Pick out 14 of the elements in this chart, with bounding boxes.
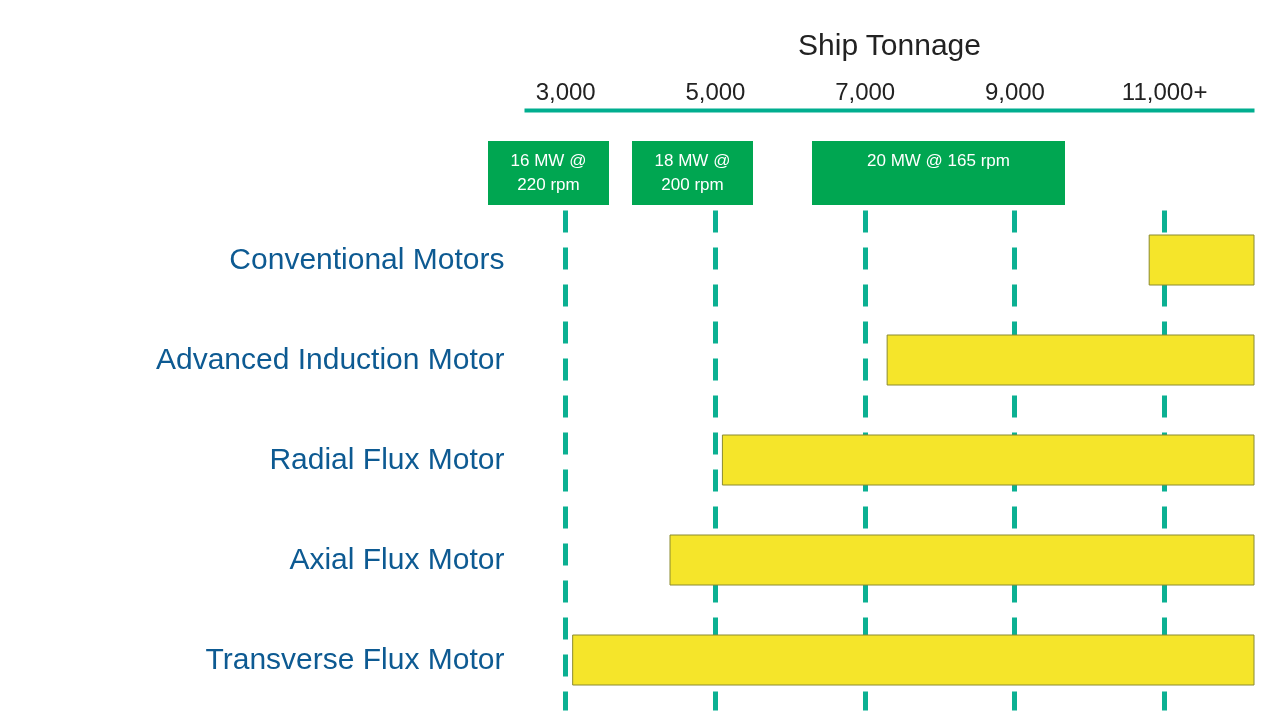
y-tick-label: Transverse Flux Motor xyxy=(205,642,505,675)
x-tick-label: 5,000 xyxy=(685,77,746,105)
y-tick-label: Radial Flux Motor xyxy=(269,442,505,475)
text: 16 MW @ 220 rpm xyxy=(488,141,609,205)
x-tick-label: 9,000 xyxy=(984,77,1045,105)
x-tick-label: 7,000 xyxy=(835,77,896,105)
y-tick-label: Axial Flux Motor xyxy=(289,542,505,575)
x-tick-label: 3,000 xyxy=(535,77,596,105)
text: 20 MW @ 165 rpm xyxy=(812,141,1065,205)
x-tick-label: 11,000+ xyxy=(1121,77,1208,105)
text: 18 MW @ 200 rpm xyxy=(632,141,753,205)
y-tick-label: Advanced Induction Motor xyxy=(155,342,505,375)
x-axis-title: Ship Tonnage xyxy=(798,27,981,61)
y-tick-label: Conventional Motors xyxy=(229,242,505,275)
